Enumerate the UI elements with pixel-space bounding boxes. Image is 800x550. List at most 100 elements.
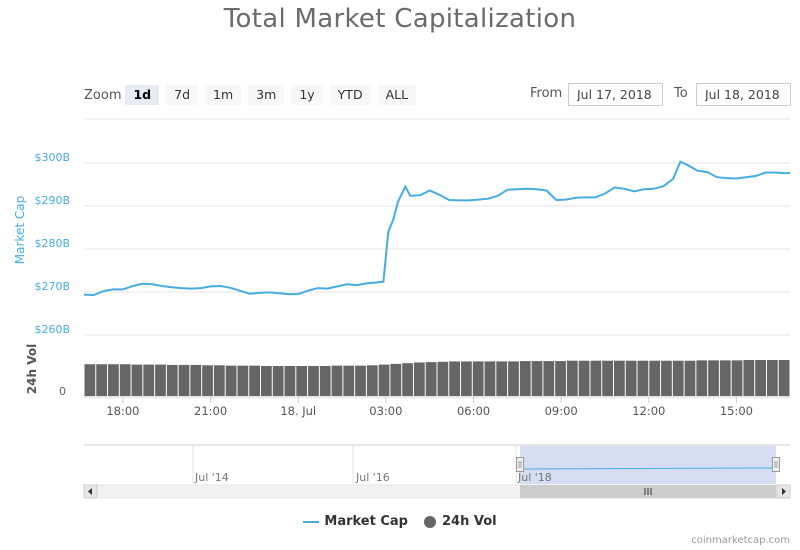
- zoom-ytd-button[interactable]: YTD: [329, 85, 371, 105]
- to-date-input[interactable]: [696, 83, 791, 106]
- volume-bar: [413, 362, 425, 396]
- volume-bar: [355, 365, 366, 396]
- volume-bar: [519, 361, 531, 396]
- legend-label-market-cap: Market Cap: [324, 514, 408, 529]
- volume-bar: [719, 360, 731, 396]
- market-cap-legend-line-icon: [303, 520, 320, 523]
- volume-bar: [778, 360, 790, 396]
- navigator-label: Jul '16: [355, 471, 390, 484]
- volume-bar: [508, 361, 519, 396]
- zoom-all-button[interactable]: ALL: [377, 85, 417, 105]
- volume-bar: [743, 360, 755, 396]
- legend-label-24h-vol: 24h Vol: [441, 514, 497, 529]
- volume-bar: [237, 365, 249, 396]
- volume-bar: [614, 360, 625, 396]
- y-tick-label: $280B: [34, 237, 70, 250]
- volume-bar: [284, 366, 296, 396]
- x-tick-label: 12:00: [632, 404, 665, 418]
- volume-bar: [449, 361, 461, 396]
- volume-bar: [308, 366, 319, 396]
- chart-title: Total Market Capitalization: [223, 4, 577, 34]
- volume-bar: [131, 364, 143, 396]
- x-tick-label: 15:00: [720, 404, 753, 418]
- to-label: To: [674, 86, 688, 101]
- volume-bar: [672, 360, 684, 396]
- volume-bar: [378, 364, 390, 396]
- zoom-label: Zoom: [84, 87, 122, 103]
- volume-bar: [108, 364, 119, 396]
- volume-bar: [202, 365, 213, 396]
- volume-bar: [578, 360, 590, 396]
- volume-bar: [684, 360, 696, 396]
- credit-text: coinmarketcap.com: [691, 535, 790, 546]
- volume-bar: [119, 364, 131, 396]
- volume-bar: [637, 360, 649, 396]
- volume-bar: [178, 364, 190, 396]
- y-axis-title: Market Cap: [13, 196, 27, 264]
- navigator-left-handle[interactable]: [516, 457, 524, 472]
- volume-bar: [496, 361, 508, 396]
- volume-bar: [213, 365, 225, 396]
- y-tick-label: $260B: [34, 323, 70, 336]
- y-tick-label: $300B: [34, 151, 70, 164]
- volume-bar: [190, 364, 202, 396]
- y-tick-label: $290B: [34, 194, 70, 207]
- volume-axis-title: 24h Vol: [25, 344, 39, 394]
- volume-bar: [84, 364, 96, 396]
- x-axis-ticks: 18:00 21:00 18. Jul 03:00 06:00 09:00 12:00 15:…: [106, 397, 753, 418]
- volume-bar: [555, 361, 566, 396]
- volume-bar: [343, 365, 355, 396]
- zoom-1y-button[interactable]: 1y: [291, 85, 323, 105]
- volume-bar: [272, 366, 284, 396]
- volume-bar: [319, 366, 331, 396]
- x-tick-label: 09:00: [545, 404, 578, 418]
- volume-bar: [261, 366, 272, 396]
- volume-bar: [425, 362, 437, 396]
- zoom-controls: Zoom 1d 7d 1m 3m 1y YTD ALL: [84, 84, 423, 106]
- volume-bar: [755, 360, 766, 396]
- zoom-7d-button[interactable]: 7d: [166, 85, 199, 105]
- volume-bar: [331, 365, 343, 396]
- x-tick-label: 21:00: [194, 404, 227, 418]
- volume-bar: [472, 361, 484, 396]
- x-tick-label: 18. Jul: [280, 404, 316, 418]
- navigator[interactable]: Jul '14 Jul '16 Jul '18: [84, 444, 790, 484]
- from-label: From: [530, 86, 563, 101]
- volume-bar: [155, 364, 166, 396]
- volume-bar: [296, 366, 308, 396]
- volume-bar: [531, 361, 543, 396]
- zoom-1d-button[interactable]: 1d: [125, 85, 160, 105]
- volume-legend-dot-icon: [423, 515, 436, 528]
- volume-bars: [84, 360, 790, 396]
- y-axis-ticks: $260B $270B $280B $290B $300B: [34, 151, 70, 336]
- scrollbar[interactable]: [83, 484, 791, 499]
- volume-bar: [731, 360, 743, 396]
- zoom-1m-button[interactable]: 1m: [205, 85, 242, 105]
- zoom-3m-button[interactable]: 3m: [248, 85, 285, 105]
- legend-item-24h-vol[interactable]: 24h Vol: [423, 514, 497, 529]
- volume-bar: [143, 364, 155, 396]
- legend: Market Cap 24h Vol: [0, 514, 800, 529]
- navigator-label: Jul '18: [517, 471, 552, 484]
- from-date-input[interactable]: [568, 83, 663, 106]
- volume-bar: [484, 361, 496, 396]
- volume-bar: [566, 360, 578, 396]
- volume-bar: [366, 365, 378, 396]
- navigator-right-handle[interactable]: [772, 457, 780, 472]
- navigator-selected-range[interactable]: [520, 446, 776, 484]
- volume-bar: [461, 361, 472, 396]
- legend-item-market-cap[interactable]: Market Cap: [303, 514, 408, 529]
- scrollbar-thumb-grip-icon: [644, 488, 652, 495]
- volume-bar: [402, 363, 413, 396]
- volume-bar: [166, 364, 178, 396]
- volume-bar: [766, 360, 778, 396]
- volume-bar: [543, 361, 555, 396]
- volume-bar: [249, 365, 260, 396]
- volume-bar: [661, 360, 672, 396]
- volume-axis-zero-label: 0: [59, 385, 66, 398]
- market-cap-line: [83, 160, 791, 297]
- volume-bar: [649, 360, 661, 396]
- volume-bar: [590, 360, 602, 396]
- volume-bar: [96, 364, 108, 396]
